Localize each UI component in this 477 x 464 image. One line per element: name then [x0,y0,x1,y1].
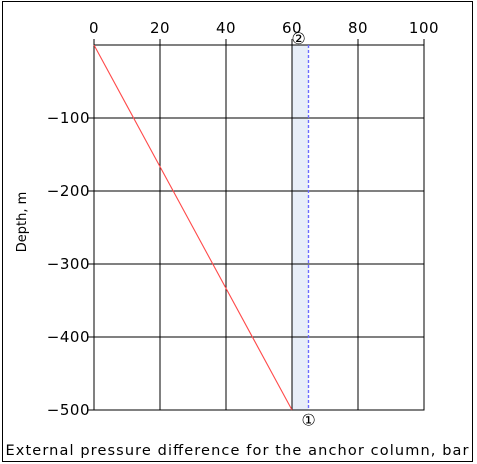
x-tick-label: 100 [409,19,439,37]
y-axis-title: Depth, m [15,192,30,253]
shaded-band [292,45,309,410]
curve-marker-label: ① [301,410,315,429]
y-tick-label: −100 [47,109,90,127]
y-tick-label: −200 [47,182,90,200]
x-tick-label: 0 [89,19,99,37]
x-axis-title: External pressure difference for the anc… [6,443,469,459]
y-tick-label: −400 [47,328,90,346]
plot-area-border [93,44,425,411]
x-tick-label: 40 [216,19,236,37]
y-tick-label: −500 [47,401,90,419]
series-line-1 [93,44,293,411]
x-tick-label: 60 [282,19,302,37]
x-tick-label: 80 [348,19,368,37]
curve-marker-label: ② [291,29,305,48]
y-tick-label: −300 [47,255,90,273]
x-tick-label: 20 [150,19,170,37]
